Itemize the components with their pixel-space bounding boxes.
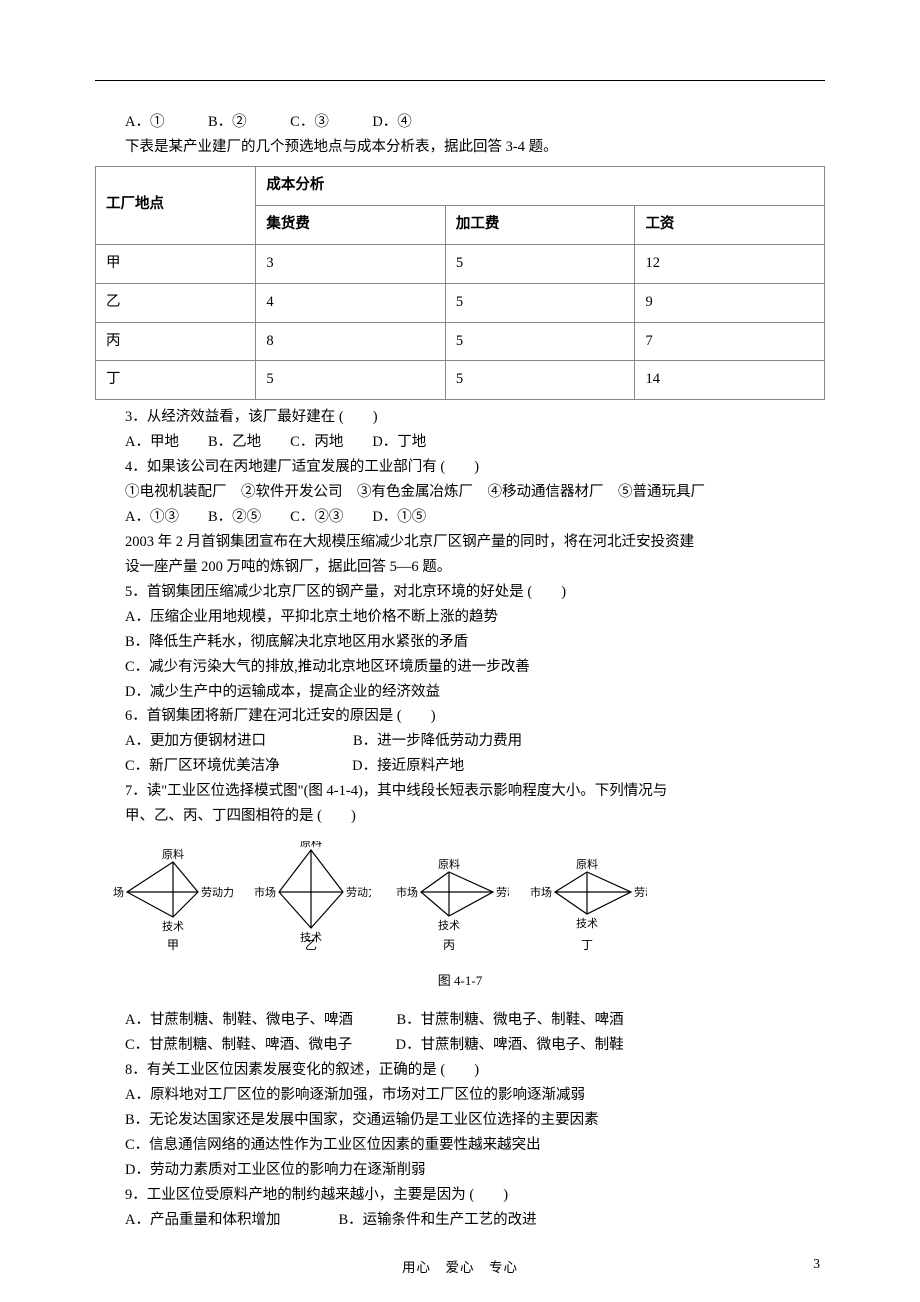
svg-text:技术: 技术 — [576, 917, 598, 930]
table-row: 甲3512 — [96, 244, 825, 283]
q8-stem: 8．有关工业区位因素发展变化的叙述，正确的是 ( ) — [95, 1059, 825, 1083]
svg-text:劳动力: 劳动力 — [496, 886, 509, 899]
svg-text:原料: 原料 — [162, 847, 184, 861]
cell: 14 — [635, 361, 825, 400]
svg-text:原料: 原料 — [300, 841, 322, 849]
q5-b: B．降低生产耗水，彻底解决北京地区用水紧张的矛盾 — [95, 631, 825, 655]
svg-text:市场: 市场 — [530, 885, 552, 899]
kite-subplot-2: 原料劳动力技术 市场丙 — [389, 841, 509, 960]
subheader-0: 集货费 — [256, 205, 446, 244]
q7-l2: 甲、乙、丙、丁四图相符的是 ( ) — [95, 805, 825, 829]
svg-text:劳动力: 劳动力 — [634, 886, 647, 899]
footer-text: 用心 爱心 专心 — [402, 1260, 518, 1275]
q7-opt-ab: A．甘蔗制糖、制鞋、微电子、啤酒 B．甘蔗制糖、微电子、制鞋、啤酒 — [95, 1009, 825, 1033]
svg-text:市场: 市场 — [396, 885, 418, 899]
cell: 5 — [256, 361, 446, 400]
svg-text:甲: 甲 — [167, 938, 179, 951]
svg-text:劳动力: 劳动力 — [201, 886, 233, 899]
cell: 8 — [256, 322, 446, 361]
kite-subplot-1: 原料劳动力技术市场乙 — [251, 841, 371, 960]
cell: 丙 — [96, 322, 256, 361]
cell: 3 — [256, 244, 446, 283]
q3-stem: 3．从经济效益看，该厂最好建在 ( ) — [95, 406, 825, 430]
svg-text:乙: 乙 — [305, 938, 317, 951]
q7-opt-cd: C．甘蔗制糖、制鞋、啤酒、微电子 D．甘蔗制糖、啤酒、微电子、制鞋 — [95, 1034, 825, 1058]
svg-text:丙: 丙 — [443, 938, 455, 951]
q5-d: D．减少生产中的运输成本，提高企业的经济效益 — [95, 681, 825, 705]
q7-l1: 7．读"工业区位选择模式图"(图 4-1-4)，其中线段长短表示影响程度大小。下… — [95, 780, 825, 804]
cell: 甲 — [96, 244, 256, 283]
cell: 9 — [635, 283, 825, 322]
svg-text:原料: 原料 — [576, 857, 598, 871]
table-row: 丙857 — [96, 322, 825, 361]
cost-table-header: 工厂地点 成本分析 — [96, 166, 825, 205]
q8-c: C．信息通信网络的通达性作为工业区位因素的重要性越来越突出 — [95, 1134, 825, 1158]
cell: 4 — [256, 283, 446, 322]
svg-text:技术: 技术 — [162, 920, 184, 933]
q6-stem: 6．首钢集团将新厂建在河北迁安的原因是 ( ) — [95, 705, 825, 729]
cell: 5 — [445, 244, 635, 283]
cell: 7 — [635, 322, 825, 361]
subheader-1: 加工费 — [445, 205, 635, 244]
document-page: A．① B．② C．③ D．④ 下表是某产业建厂的几个预选地点与成本分析表，据此… — [0, 0, 920, 1274]
kite-subplot-0: 原料劳动力技术 市场甲 — [113, 841, 233, 960]
page-number: 3 — [813, 1256, 820, 1272]
q9-ab: A．产品重量和体积增加 B．运输条件和生产工艺的改进 — [95, 1209, 825, 1233]
cost-table: 工厂地点 成本分析 集货费 加工费 工资 甲3512 乙459 丙857 丁55… — [95, 166, 825, 401]
page-footer: 用心 爱心 专心 3 — [0, 1256, 920, 1276]
q5-stem: 5．首钢集团压缩减少北京厂区的钢产量，对北京环境的好处是 ( ) — [95, 581, 825, 605]
cell: 5 — [445, 283, 635, 322]
cell: 12 — [635, 244, 825, 283]
top-rule — [95, 80, 825, 81]
cell: 5 — [445, 361, 635, 400]
intro-3-4: 下表是某产业建厂的几个预选地点与成本分析表，据此回答 3-4 题。 — [95, 136, 825, 160]
svg-text:原料: 原料 — [438, 857, 460, 871]
kite-figure-row: 原料劳动力技术市场甲原料劳动力技术市场乙原料劳动力技术市场丙原料劳动力技术市场丁 — [113, 841, 825, 960]
intro-56-l2: 设一座产量 200 万吨的炼钢厂，据此回答 5—6 题。 — [95, 556, 825, 580]
header-location: 工厂地点 — [96, 166, 256, 244]
q8-b: B．无论发达国家还是发展中国家，交通运输仍是工业区位选择的主要因素 — [95, 1109, 825, 1133]
q5-c: C．减少有污染大气的排放,推动北京地区环境质量的进一步改善 — [95, 656, 825, 680]
figure-caption: 图 4-1-7 — [95, 970, 825, 991]
cell: 5 — [445, 322, 635, 361]
table-row: 丁5514 — [96, 361, 825, 400]
kite-subplot-3: 原料劳动力技术 市场丁 — [527, 841, 647, 960]
q5-a: A．压缩企业用地规模，平抑北京土地价格不断上涨的趋势 — [95, 606, 825, 630]
subheader-2: 工资 — [635, 205, 825, 244]
svg-text:技术: 技术 — [438, 919, 460, 932]
q6-cd: C．新厂区环境优美洁净 D．接近原料产地 — [95, 755, 825, 779]
q6-ab: A．更加方便钢材进口 B．进一步降低劳动力费用 — [95, 730, 825, 754]
svg-text:劳动力: 劳动力 — [346, 886, 371, 899]
q4-stem: 4．如果该公司在丙地建厂适宜发展的工业部门有 ( ) — [95, 456, 825, 480]
intro-56-l1: 2003 年 2 月首钢集团宣布在大规模压缩减少北京厂区钢产量的同时，将在河北迁… — [95, 531, 825, 555]
svg-text:市场: 市场 — [254, 885, 276, 899]
header-cost: 成本分析 — [256, 166, 825, 205]
q-top-options: A．① B．② C．③ D．④ — [95, 111, 825, 135]
svg-text:丁: 丁 — [581, 938, 593, 951]
q9-stem: 9．工业区位受原料产地的制约越来越小，主要是因为 ( ) — [95, 1184, 825, 1208]
svg-text:市场: 市场 — [113, 885, 124, 899]
q4-opts: A．①③ B．②⑤ C．②③ D．①⑤ — [95, 506, 825, 530]
q3-opts: A．甲地 B．乙地 C．丙地 D．丁地 — [95, 431, 825, 455]
table-row: 乙459 — [96, 283, 825, 322]
q8-a: A．原料地对工厂区位的影响逐渐加强，市场对工厂区位的影响逐渐减弱 — [95, 1084, 825, 1108]
cell: 丁 — [96, 361, 256, 400]
q8-d: D．劳动力素质对工业区位的影响力在逐渐削弱 — [95, 1159, 825, 1183]
cell: 乙 — [96, 283, 256, 322]
q4-list: ①电视机装配厂 ②软件开发公司 ③有色金属冶炼厂 ④移动通信器材厂 ⑤普通玩具厂 — [95, 481, 825, 505]
